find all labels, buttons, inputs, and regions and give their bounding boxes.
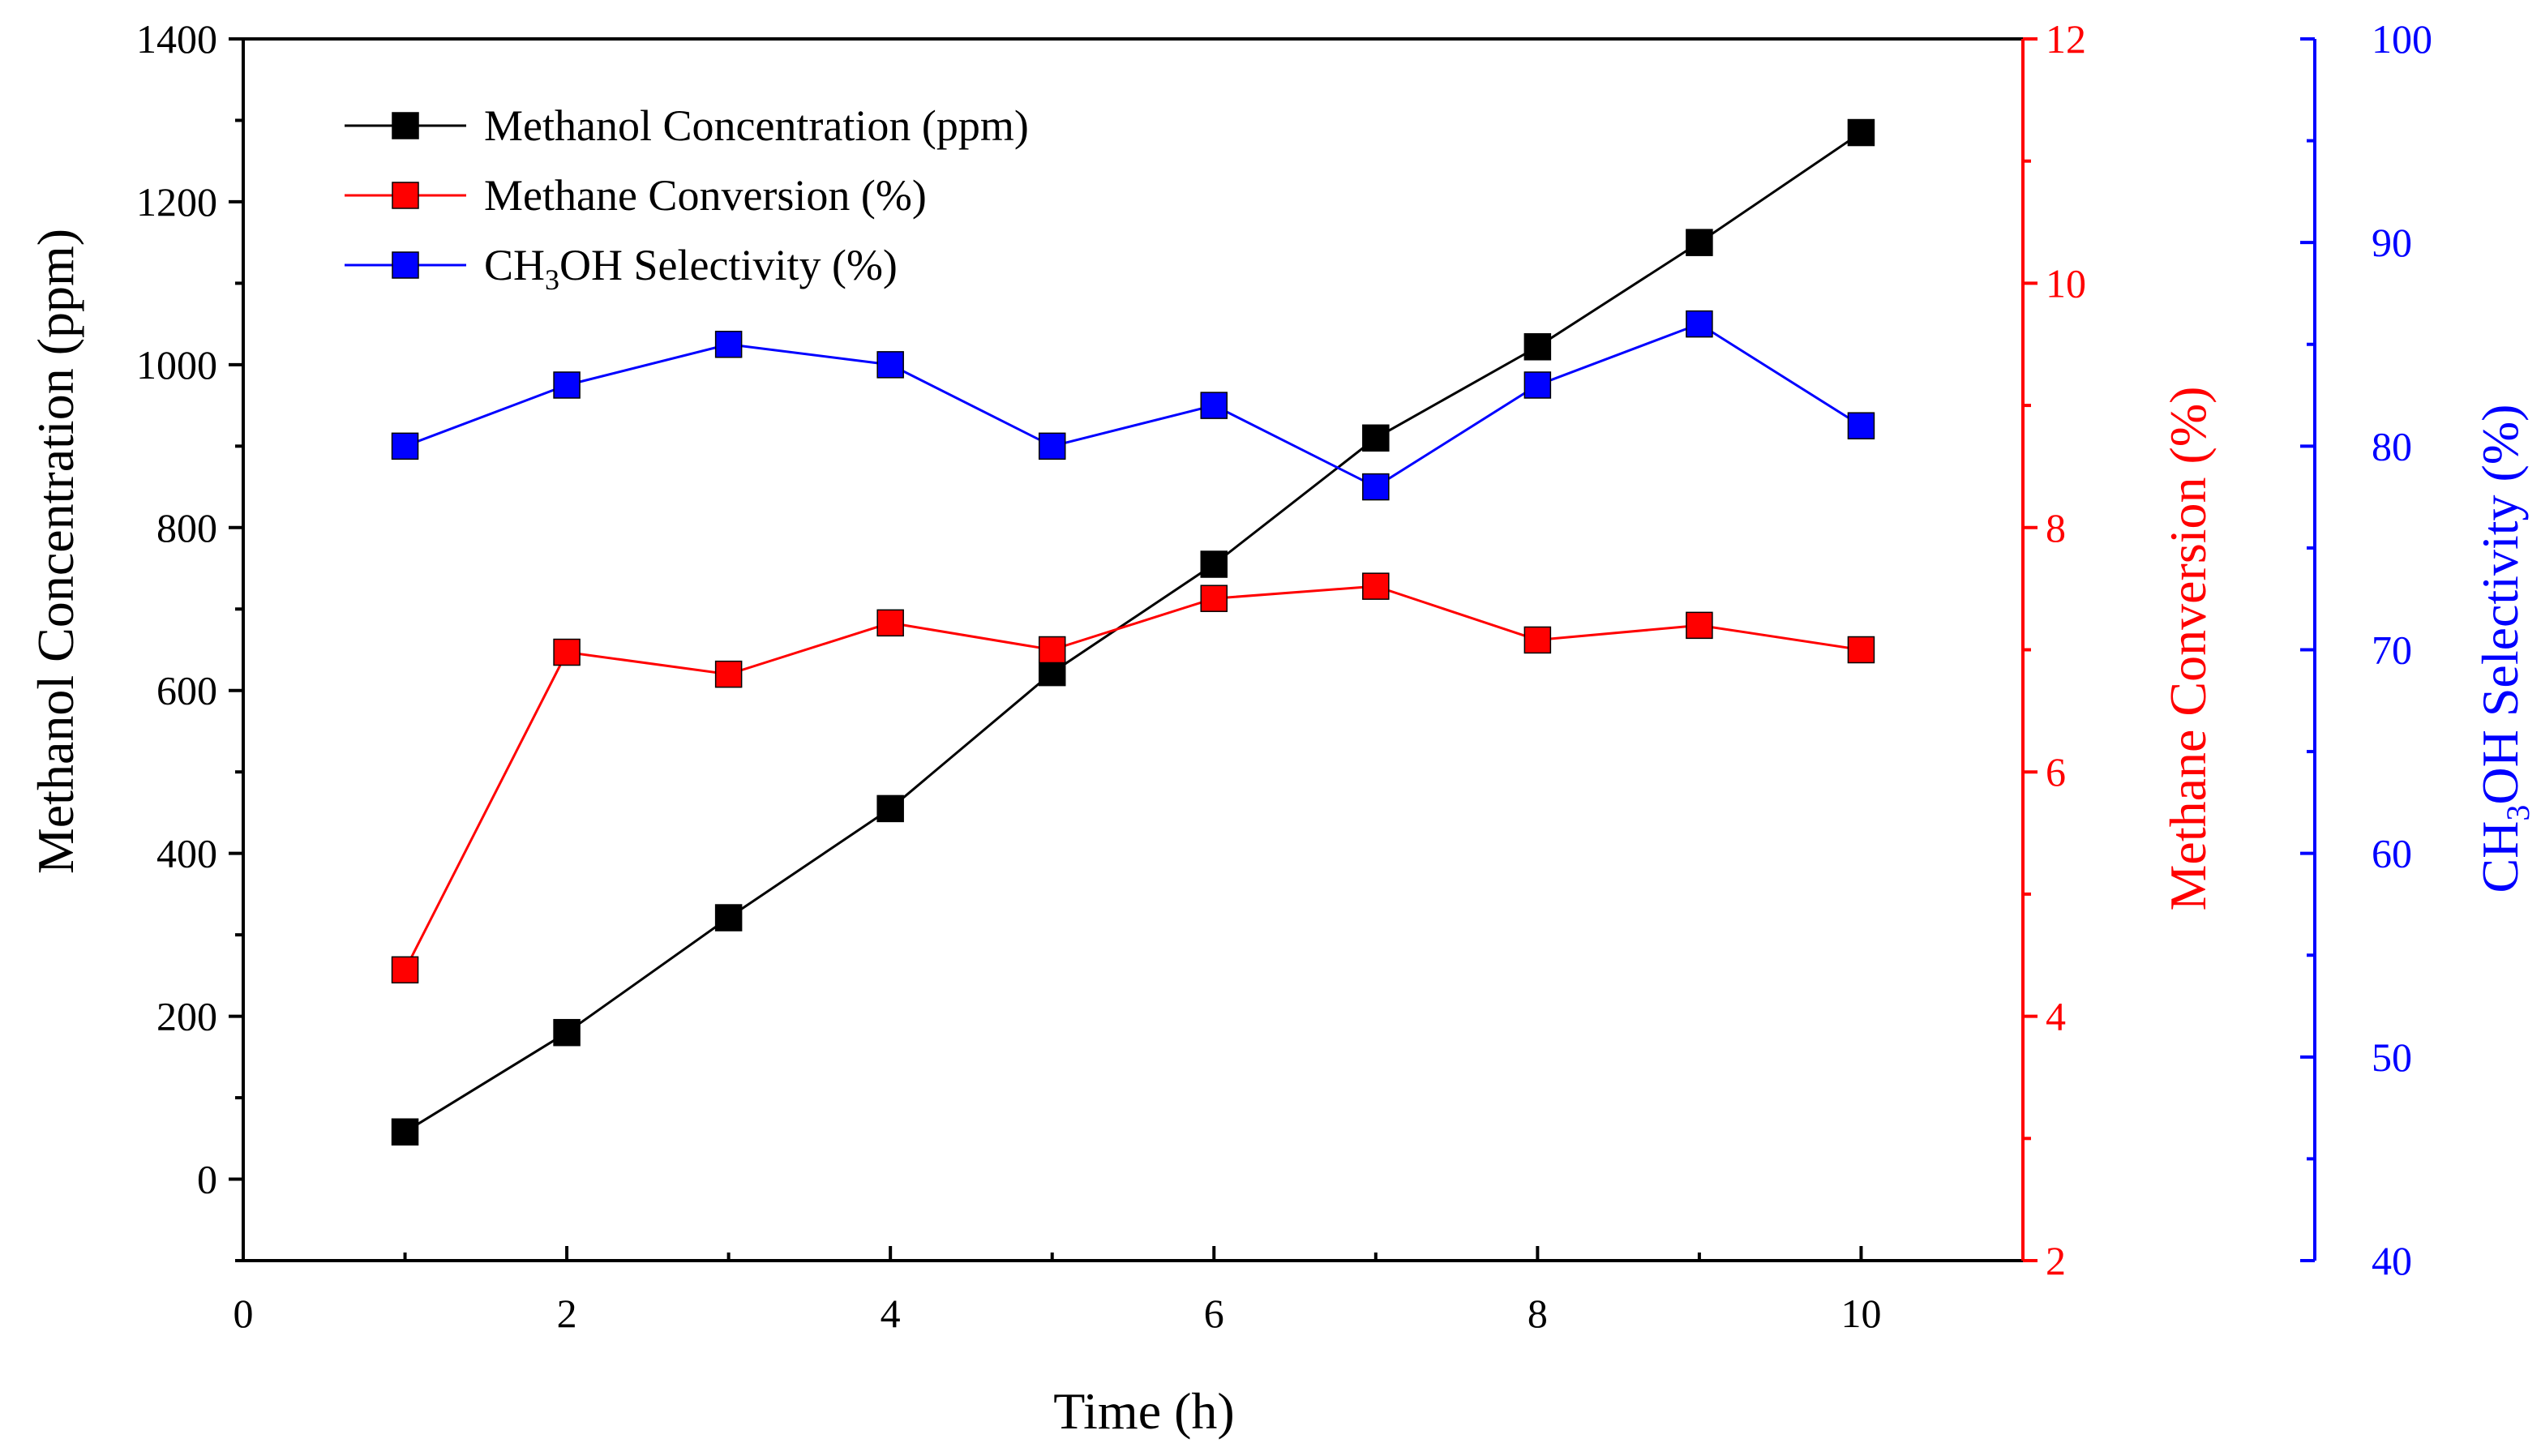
far-right-tick-label: 40 — [2372, 1238, 2412, 1283]
far-right-title-part-1: CH — [2471, 821, 2529, 893]
right-tick-label: 10 — [2046, 260, 2086, 306]
plot-frame — [242, 37, 2023, 1262]
left-tick-label: 1200 — [136, 179, 217, 225]
x-axis-title: Time (h) — [1053, 1382, 1234, 1440]
far-right-tick-label: 60 — [2372, 831, 2412, 876]
series-2-marker — [1038, 636, 1066, 664]
series-1-marker — [1038, 658, 1066, 687]
left-tick-label: 200 — [156, 994, 217, 1039]
series-3-marker — [1200, 392, 1228, 419]
series-2-marker — [1847, 636, 1875, 664]
far-right-axis-title: CH3OH Selectivity (%) — [2471, 405, 2536, 893]
left-tick-label: 1400 — [136, 16, 217, 62]
series-3-marker — [714, 331, 743, 358]
legend-marker — [392, 182, 419, 209]
x-tick-label: 8 — [1528, 1291, 1548, 1336]
series-3-marker — [1686, 310, 1713, 338]
x-axis: 0 2 4 6 8 10 — [234, 1246, 2025, 1336]
x-tick-label: 2 — [557, 1291, 577, 1336]
series-1-marker — [1200, 550, 1228, 578]
series-1-marker — [714, 904, 743, 931]
series-2-marker — [1686, 611, 1713, 640]
far-right-title-subscript: 3 — [2500, 805, 2536, 821]
legend-label-subscript: 3 — [545, 263, 559, 296]
left-tick-label: 0 — [197, 1157, 217, 1202]
series-2-marker — [1362, 572, 1390, 600]
series-3-line — [405, 322, 1862, 489]
series-1-marker — [1686, 229, 1713, 256]
series-2-marker — [714, 660, 743, 688]
far-right-title-part-2: OH Selectivity (%) — [2471, 405, 2529, 805]
left-tick-label: 1000 — [136, 342, 217, 388]
right-axis-title: Methane Conversion (%) — [2159, 387, 2217, 911]
far-right-tick-label: 90 — [2372, 220, 2412, 265]
left-tick-label: 800 — [156, 505, 217, 550]
series-3-marker — [391, 432, 419, 460]
series-2-marker — [391, 956, 419, 984]
series-1-line — [404, 131, 1862, 1133]
legend-marker — [392, 251, 419, 279]
series-1-marker — [391, 1118, 419, 1146]
series-layer — [391, 118, 1875, 1146]
far-right-tick-label: 50 — [2372, 1034, 2412, 1080]
series-3-marker — [1362, 473, 1390, 501]
series-2-marker — [1523, 626, 1552, 654]
series-3-marker — [1038, 432, 1066, 460]
series-1-marker — [1523, 333, 1552, 361]
right-tick-label: 12 — [2046, 16, 2086, 62]
right-tick-label: 8 — [2046, 505, 2066, 550]
legend-label: Methane Conversion (%) — [484, 171, 927, 220]
far-right-tick-label: 100 — [2372, 16, 2432, 62]
left-tick-label: 600 — [156, 668, 217, 713]
series-3-marker — [553, 371, 581, 399]
legend-label: Methanol Concentration (ppm) — [484, 101, 1029, 150]
series-1-marker — [553, 1018, 581, 1047]
series-2-line — [404, 585, 1862, 971]
x-tick-label: 0 — [234, 1291, 254, 1336]
series-1-marker — [876, 794, 904, 823]
right-tick-label: 4 — [2046, 994, 2066, 1039]
x-tick-label: 6 — [1204, 1291, 1224, 1336]
series-2-marker — [876, 609, 904, 637]
legend-label-part-2: OH Selectivity (%) — [559, 241, 898, 289]
far-right-tick-label: 70 — [2372, 627, 2412, 673]
right-tick-label: 2 — [2046, 1238, 2066, 1283]
legend-label: CH3OH Selectivity (%) — [484, 241, 898, 296]
left-tick-label: 400 — [156, 831, 217, 876]
legend-marker — [392, 112, 419, 139]
right-tick-label: 6 — [2046, 749, 2066, 794]
x-tick-label: 4 — [881, 1291, 901, 1336]
legend: Methanol Concentration (ppm) Methane Conv… — [345, 101, 1029, 296]
series-2-marker — [1200, 585, 1228, 612]
legend-label-part-1: CH — [484, 241, 545, 289]
far-right-tick-label: 80 — [2372, 423, 2412, 469]
right-axis: 2 4 6 8 10 12 — [2021, 16, 2086, 1283]
far-right-axis: 40 50 60 70 80 90 100 — [2300, 16, 2432, 1283]
series-2-marker — [553, 638, 581, 666]
left-axis: 0 200 400 600 800 1000 1200 1400 — [136, 16, 243, 1262]
series-3-marker — [1847, 412, 1875, 439]
left-axis-title: Methanol Concentration (ppm) — [27, 229, 84, 874]
series-1-marker — [1847, 118, 1875, 147]
series-1-marker — [1362, 424, 1390, 452]
x-tick-label: 10 — [1840, 1291, 1881, 1336]
series-3-marker — [876, 351, 904, 379]
series-3-marker — [1523, 371, 1552, 399]
